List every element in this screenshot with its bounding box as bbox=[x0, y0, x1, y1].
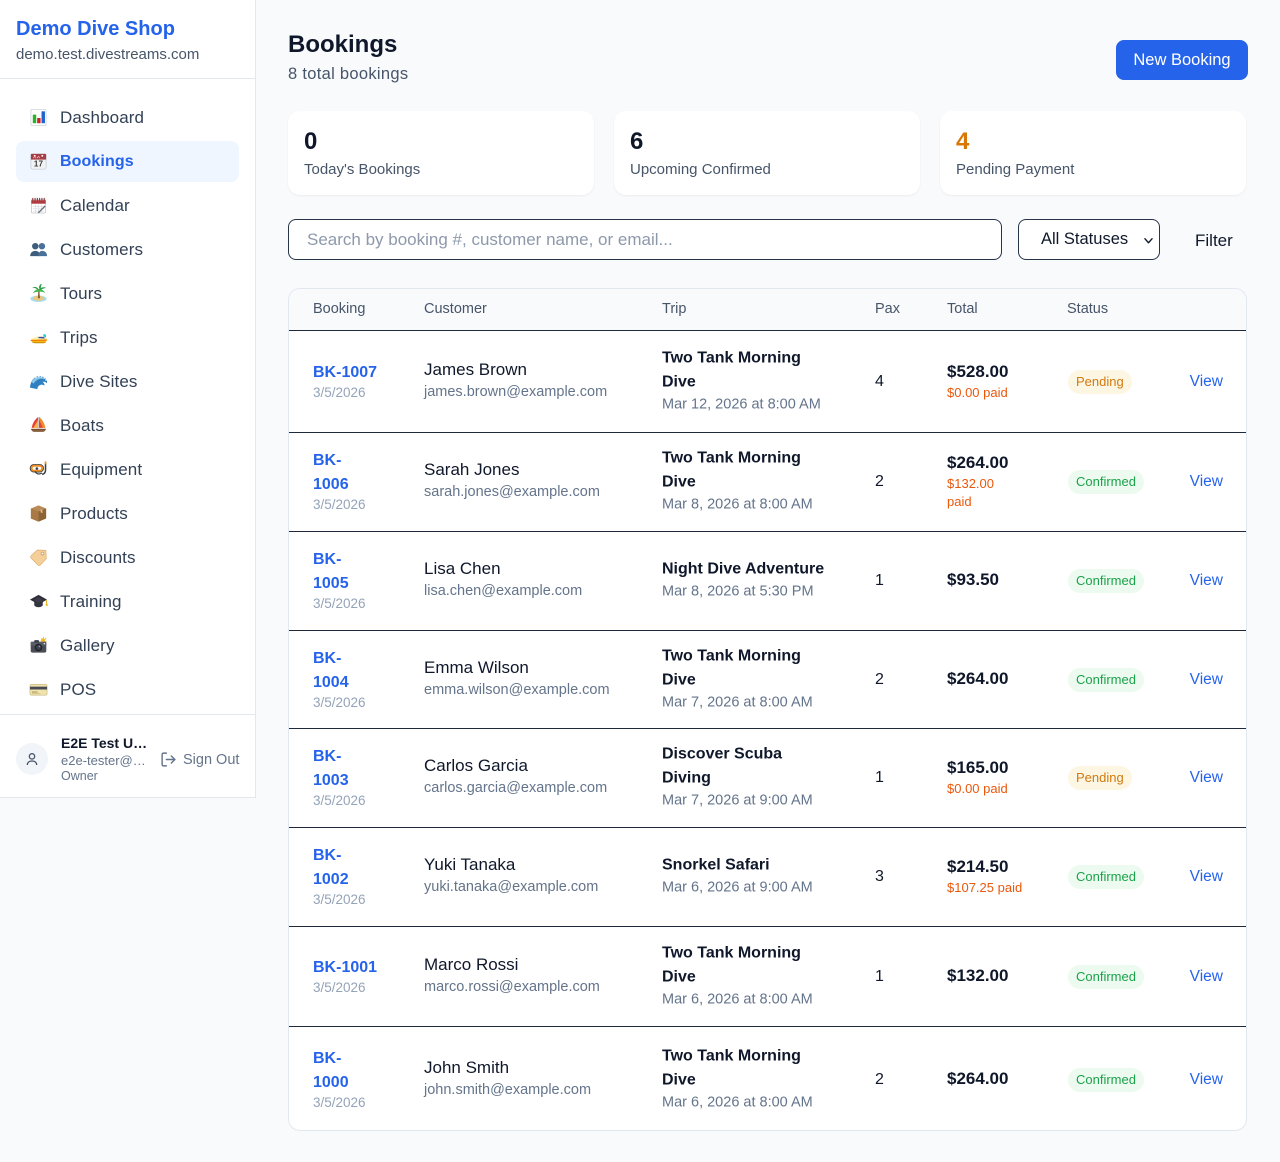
svg-text:17: 17 bbox=[34, 160, 44, 169]
